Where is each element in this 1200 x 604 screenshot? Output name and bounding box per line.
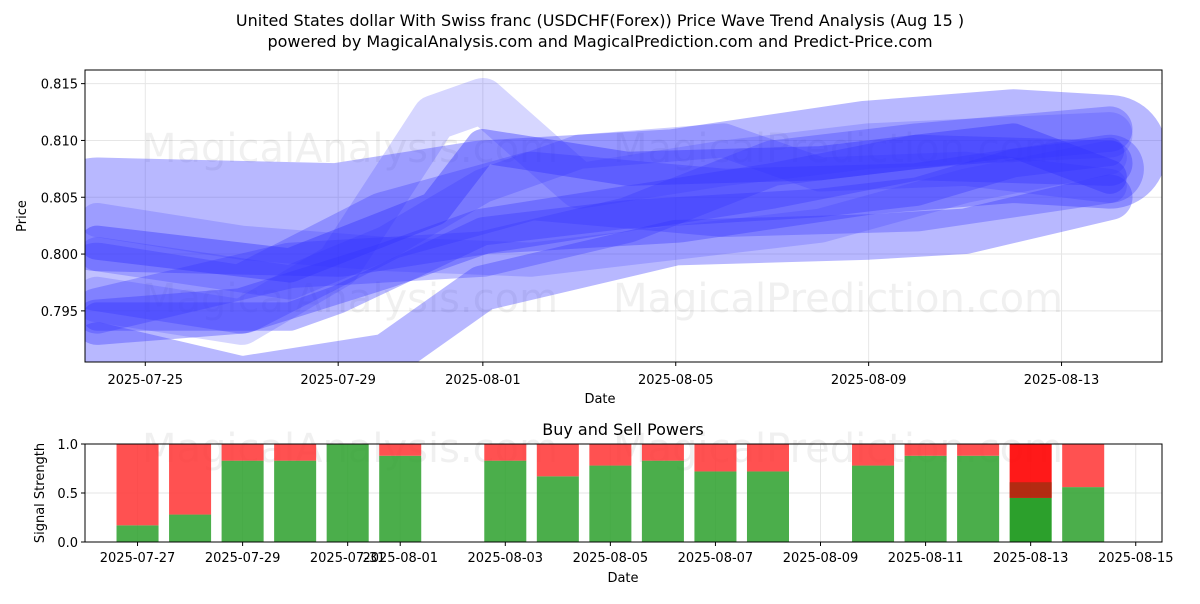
signal-y-tick-label: 0.0 (57, 536, 78, 551)
price-grid (85, 70, 1162, 362)
price-y-tick-label: 0.810 (41, 134, 78, 149)
buy-bar (221, 460, 264, 542)
buy-bar (274, 460, 317, 542)
price-x-tick-label: 2025-08-05 (638, 373, 714, 388)
wave-band (85, 140, 1127, 277)
chart-subtitle: powered by MagicalAnalysis.com and Magic… (267, 32, 932, 51)
watermark-text: MagicalAnalysis.com (142, 276, 558, 322)
sell-bar (379, 444, 422, 456)
sell-bar (221, 444, 264, 461)
watermark-text: MagicalPrediction.com (613, 126, 1063, 172)
watermark-text: MagicalAnalysis.com (142, 126, 558, 172)
price-y-tick-label: 0.795 (41, 305, 78, 320)
signal-bars (116, 444, 1105, 542)
wave-band (85, 174, 1133, 362)
signal-x-tick-label: 2025-07-27 (100, 551, 176, 566)
sell-bar (589, 444, 632, 466)
buy-bar (169, 514, 212, 542)
sell-bar (169, 444, 212, 515)
price-y-axis: 0.795 0.800 0.805 0.810 0.815 (41, 78, 85, 320)
buy-bar (116, 525, 159, 542)
buy-bar (904, 455, 947, 542)
wave-band (85, 134, 1144, 334)
price-x-tick-label: 2025-07-29 (300, 373, 376, 388)
wave-bands (85, 77, 1162, 362)
buy-bar (326, 444, 369, 542)
buy-bar (484, 460, 527, 542)
signal-x-tick-label: 2025-08-03 (468, 551, 544, 566)
chart-title: United States dollar With Swiss franc (U… (236, 11, 964, 30)
signal-x-tick-label: 2025-08-11 (888, 551, 964, 566)
sell-bar (484, 444, 527, 461)
watermark-text: MagicalPrediction.com (613, 276, 1063, 322)
signal-x-tick-label: 2025-08-07 (678, 551, 754, 566)
sell-bar (274, 444, 317, 461)
price-x-tick-label: 2025-08-13 (1024, 373, 1100, 388)
price-x-tick-label: 2025-08-01 (445, 373, 521, 388)
buy-bar (852, 465, 895, 542)
sell-bar (536, 444, 579, 477)
signal-panel: Buy and Sell Powers MagicalAnalysis.com … (33, 420, 1174, 586)
price-y-tick-label: 0.800 (41, 248, 78, 263)
sell-bar (694, 444, 737, 472)
price-y-tick-label: 0.805 (41, 191, 78, 206)
signal-x-tick-label: 2025-08-15 (1098, 551, 1174, 566)
buy-bar (694, 471, 737, 542)
buy-bar (957, 455, 1000, 542)
price-x-axis-label: Date (584, 392, 615, 407)
signal-y-tick-label: 0.5 (57, 487, 78, 502)
price-y-axis-label: Price (15, 200, 30, 232)
sell-bar (957, 444, 1000, 456)
price-y-tick-label: 0.815 (41, 78, 78, 93)
sell-bar (852, 444, 895, 466)
buy-bar (1009, 497, 1052, 542)
signal-panel-title: Buy and Sell Powers (542, 420, 704, 439)
signal-y-tick-label: 1.0 (57, 438, 78, 453)
buy-bar (589, 465, 632, 542)
wave-band (85, 123, 1127, 300)
buy-bar (536, 476, 579, 542)
wave-band (85, 137, 1125, 331)
price-x-axis: 2025-07-25 2025-07-29 2025-08-01 2025-08-05… (107, 362, 1099, 388)
buy-bar (641, 460, 684, 542)
sell-bar-overlap (1009, 482, 1052, 498)
signal-x-tick-label: 2025-07-31 (310, 551, 386, 566)
signal-x-axis: 2025-07-27 2025-07-29 2025-07-312025-08-01… (100, 542, 1174, 566)
signal-x-tick-label: 2025-07-29 (205, 551, 281, 566)
price-watermarks: MagicalAnalysis.com MagicalPrediction.co… (142, 126, 1063, 322)
sell-bar (116, 444, 159, 526)
buy-bar (746, 471, 789, 542)
price-x-tick-label: 2025-08-09 (831, 373, 907, 388)
price-plot-area (85, 70, 1162, 362)
signal-y-axis: 0.0 0.5 1.0 (57, 438, 85, 551)
buy-bar (1062, 487, 1105, 542)
price-plot-frame (84, 69, 1163, 363)
wave-band (85, 106, 1133, 334)
price-panel: MagicalAnalysis.com MagicalPrediction.co… (15, 69, 1163, 407)
sell-bar (746, 444, 789, 472)
signal-x-axis-label: Date (607, 571, 638, 586)
signal-x-tick-label: 2025-08-01 (362, 551, 438, 566)
signal-x-tick-label: 2025-08-05 (573, 551, 649, 566)
sell-bar (904, 444, 947, 456)
signal-x-tick-label: 2025-08-13 (993, 551, 1069, 566)
wave-band (85, 123, 1127, 283)
price-x-tick-label: 2025-07-25 (107, 373, 183, 388)
wave-band (85, 134, 1133, 345)
sell-bar (641, 444, 684, 461)
wave-band (85, 77, 1133, 345)
signal-x-tick-label: 2025-08-09 (783, 551, 859, 566)
sell-bar (1062, 444, 1105, 488)
wave-band (85, 89, 1162, 277)
buy-bar (379, 455, 422, 542)
signal-y-axis-label: Signal Strength (33, 443, 48, 543)
